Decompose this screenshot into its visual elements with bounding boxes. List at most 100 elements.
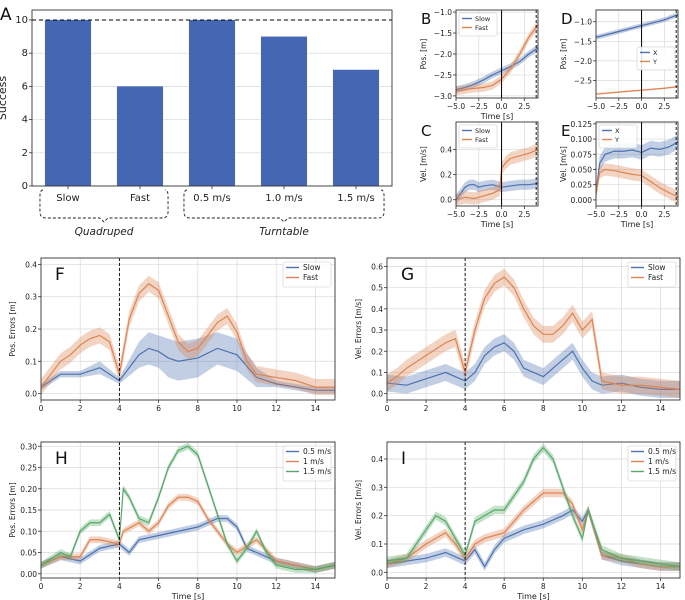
legend-label: X [615, 127, 620, 135]
legend-label: Fast [475, 136, 489, 144]
x-tick-label: 14 [311, 404, 321, 413]
series-line [456, 182, 538, 201]
x-tick-label: 14 [656, 404, 666, 413]
x-tick-label: 0.0 [496, 102, 508, 111]
series-line [387, 492, 680, 568]
x-tick-label: 0 [385, 582, 390, 591]
panel-letter: D [561, 10, 573, 28]
y-tick-label: −1.5 [434, 29, 452, 38]
plot-area [387, 443, 680, 571]
panel-letter: H [55, 449, 68, 469]
x-tick-label: Slow [56, 193, 79, 204]
legend-label: 1 m/s [303, 457, 324, 466]
y-tick-label: 0.00 [20, 570, 37, 579]
legend-box [627, 261, 677, 288]
x-tick-label: 8 [541, 582, 546, 591]
x-tick-label: 6 [502, 404, 507, 413]
y-tick-label: 0.20 [20, 485, 37, 494]
panel-letter: G [401, 265, 414, 285]
legend: XY [636, 46, 676, 71]
x-tick-label: −2.5 [610, 210, 628, 219]
group-bracket [39, 189, 169, 223]
x-tick-label: 8 [541, 404, 546, 413]
bar [260, 36, 308, 186]
x-tick-label: 4 [463, 404, 468, 413]
x-tick-label: −2.5 [610, 102, 628, 111]
y-axis-label: Vel. [m/s] [559, 146, 568, 182]
legend-label: 0.5 m/s [648, 447, 676, 456]
y-axis-label: Vel. Errors [m/s] [354, 299, 363, 359]
x-tick-label: 2 [78, 404, 83, 413]
series-band [596, 12, 678, 40]
y-tick-label: 0.050 [571, 165, 593, 174]
y-tick-label: 6 [22, 81, 28, 92]
x-tick-label: −5.0 [587, 102, 605, 111]
x-tick-label: 0 [39, 404, 44, 413]
y-tick-label: 0.3 [371, 326, 383, 335]
panel-h: 0.00 0.05 0.10 0.15 0.20 0.25 0.30 0 2 4 6 8 10 12 14 T… [8, 441, 336, 600]
x-tick-label: −2.5 [470, 210, 488, 219]
legend-label: 1.5 m/s [303, 467, 331, 476]
bar [332, 69, 380, 186]
plot-area [41, 275, 335, 396]
x-tick-label: 4 [463, 582, 468, 591]
y-axis-label: Pos. [m] [419, 39, 428, 70]
x-axis-label: Time [s] [480, 112, 514, 121]
y-axis-label: Success [0, 76, 9, 121]
y-tick-label: 0.1 [371, 368, 383, 377]
y-tick-label: −1.5 [574, 37, 592, 46]
panel-d: −2.5 −2.0 −1.5 −1.0 −5.0 −2.5 0.0 2.5 XY Pos. [m]… [559, 9, 679, 111]
x-tick-label: 4 [117, 404, 122, 413]
axes-frame [40, 257, 336, 401]
x-tick-label: 0 [385, 404, 390, 413]
x-tick-label: 8 [195, 582, 200, 591]
x-tick-label: 4 [117, 582, 122, 591]
y-tick-label: 0.0 [440, 196, 452, 205]
x-tick-label: 10 [578, 582, 588, 591]
legend-label: Fast [475, 24, 489, 32]
plot-area [456, 143, 538, 206]
y-axis-label: Pos. Errors [m] [8, 482, 17, 537]
legend-label: Y [652, 58, 657, 66]
axes-frame [595, 121, 679, 207]
x-tick-label: −5.0 [447, 102, 465, 111]
legend-box [282, 261, 332, 288]
panel-b: −3.0 −2.5 −2.0 −1.5 −1.0 −5.0 −2.5 0.0 2.5 Time [… [419, 8, 539, 121]
axes-frame [595, 9, 679, 99]
y-tick-label: 0.100 [571, 135, 593, 144]
x-axis-label: Time [s] [171, 592, 205, 600]
series-line [387, 508, 680, 568]
series-band [387, 505, 680, 571]
panel-letter: I [401, 449, 406, 469]
x-tick-label: 0.0 [636, 210, 648, 219]
y-tick-label: 0.3 [371, 483, 383, 492]
y-tick-label: 0.10 [20, 527, 37, 536]
x-tick-label: 2.5 [658, 102, 670, 111]
series-band [41, 442, 335, 573]
x-tick-label: 0 [39, 582, 44, 591]
axes-frame [40, 441, 336, 579]
legend-label: Slow [303, 263, 321, 272]
x-tick-label: 0.5 m/s [193, 193, 230, 204]
y-tick-label: 0.4 [25, 260, 37, 269]
x-tick-label: 6 [502, 582, 507, 591]
x-tick-label: 10 [232, 582, 242, 591]
y-tick-label: 0.2 [371, 512, 383, 521]
legend-box [627, 445, 677, 482]
legend: 0.5 m/s1 m/s1.5 m/s [282, 445, 332, 482]
y-tick-label: −2.0 [434, 50, 452, 59]
x-axis-label: Time [s] [516, 592, 550, 600]
series-line [41, 347, 335, 391]
panel-a: 0 2 4 6 8 10 Slow Fast 0.5 m/s 1.0 m/s 1.5 m/s Quad… [0, 5, 393, 238]
plot-area [41, 442, 335, 573]
group-label: Quadruped [75, 226, 134, 238]
series-band [41, 493, 335, 573]
y-tick-label: 4 [22, 115, 28, 126]
y-tick-label: −2.0 [574, 57, 592, 66]
panel-letter: F [55, 265, 65, 285]
y-tick-label: −3.0 [434, 92, 452, 101]
